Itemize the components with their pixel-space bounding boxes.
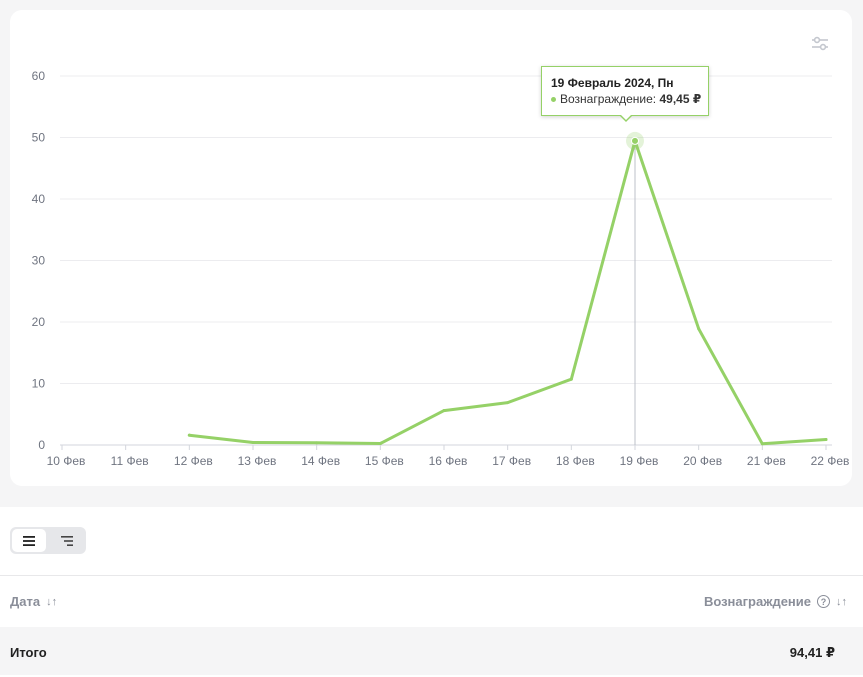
tree-view-icon [61, 535, 73, 546]
list-view-icon [23, 535, 35, 546]
column-header-reward-label: Вознаграждение [703, 594, 811, 609]
total-label: Итого [10, 645, 47, 660]
data-point [442, 409, 446, 413]
data-point [569, 377, 573, 381]
data-point [378, 441, 382, 445]
x-tick-label: 16 Фев [429, 454, 468, 468]
x-tick-label: 15 Фев [365, 454, 404, 468]
table-divider [0, 575, 863, 576]
data-point [760, 442, 764, 446]
x-tick-label: 20 Фев [683, 454, 722, 468]
chart-card [10, 10, 852, 486]
y-tick-label: 30 [32, 254, 46, 268]
x-tick-label: 10 Фев [47, 454, 86, 468]
tooltip-series-label: Вознаграждение: [560, 92, 657, 106]
total-row: Итого 94,41 ₽ [0, 627, 863, 675]
x-tick-label: 11 Фев [111, 454, 149, 468]
view-toggle [10, 527, 86, 554]
data-point [697, 327, 701, 331]
column-header-date-label: Дата [10, 594, 41, 609]
data-point [251, 441, 255, 445]
chart-tooltip: 19 Февраль 2024, Пн Вознаграждение: 49,4… [541, 66, 709, 116]
highlight-point [631, 136, 639, 145]
y-tick-label: 40 [32, 192, 46, 206]
sort-icon[interactable]: ↓↑ [46, 595, 58, 608]
y-tick-label: 60 [32, 69, 46, 83]
x-tick-label: 21 Фев [747, 454, 786, 468]
sliders-icon [812, 36, 828, 51]
tooltip-row: Вознаграждение: 49,45 ₽ [551, 91, 702, 107]
data-point [187, 433, 191, 437]
y-tick-label: 20 [32, 315, 46, 329]
data-point [506, 401, 510, 405]
x-tick-label: 19 Фев [620, 454, 659, 468]
help-icon[interactable]: ? [817, 595, 830, 608]
series-dot-icon [551, 97, 556, 103]
y-tick-label: 50 [32, 131, 46, 145]
tooltip-arrow-inner [620, 114, 632, 120]
tooltip-value: 49,45 ₽ [659, 92, 702, 106]
sort-icon[interactable]: ↓↑ [836, 595, 847, 608]
data-point [824, 437, 828, 441]
x-tick-label: 12 Фев [174, 454, 213, 468]
column-header-date[interactable]: Дата ↓↑ [10, 594, 57, 609]
line-chart: 0 10 20 30 40 50 60 10 Фев 11 Фев 12 Фев 13 Фев 14 … [32, 69, 850, 468]
x-tick-label: 14 Фев [301, 454, 340, 468]
series-line [187, 139, 828, 446]
column-header-reward[interactable]: Вознаграждение ? ↓↑ [704, 594, 847, 609]
list-view-button[interactable] [12, 529, 46, 552]
tree-view-button[interactable] [50, 529, 84, 552]
x-tick-label: 22 Фев [811, 454, 850, 468]
y-tick-label: 0 [38, 438, 45, 452]
x-tick-label: 17 Фев [492, 454, 531, 468]
tooltip-date: 19 Февраль 2024, Пн [551, 76, 674, 90]
x-tick-label: 13 Фев [238, 454, 277, 468]
y-tick-label: 10 [32, 377, 46, 391]
x-tick-label: 18 Фев [556, 454, 595, 468]
chart-settings-button[interactable] [810, 34, 830, 54]
data-point [315, 441, 319, 445]
total-value: 94,41 ₽ [789, 645, 835, 660]
